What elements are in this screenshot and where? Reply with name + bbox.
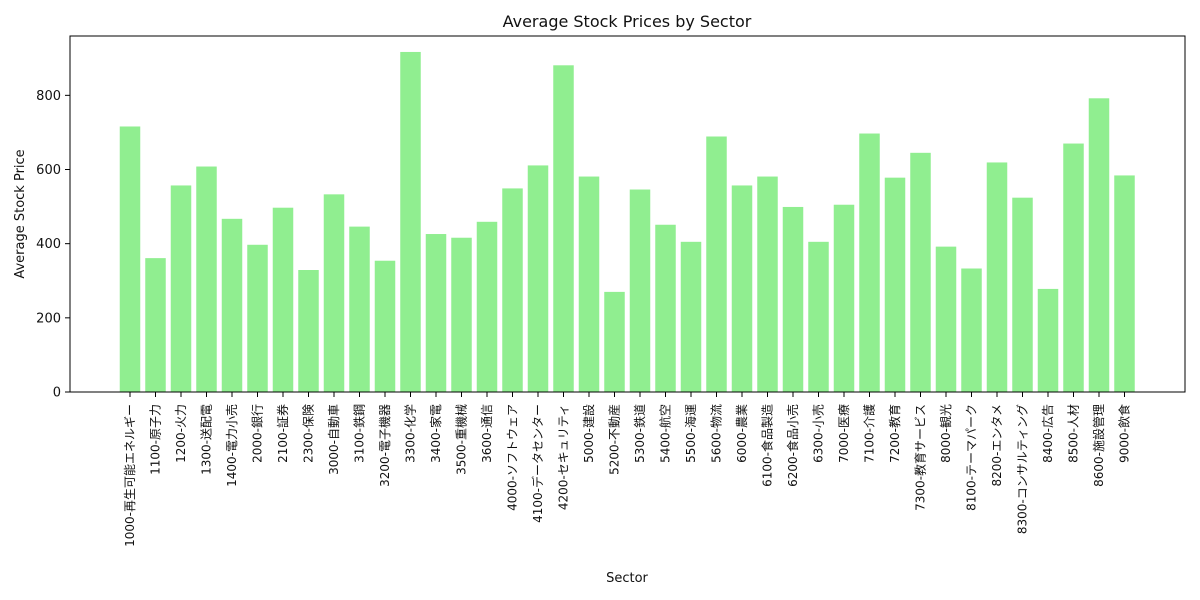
bar (782, 206, 804, 392)
x-tick-label: 4100-データセンター (530, 404, 545, 523)
x-tick-label: 3000-自動車 (327, 404, 341, 475)
bar (1088, 98, 1110, 393)
x-tick-label: 6300-小売 (811, 404, 826, 463)
bar (298, 270, 319, 392)
bar (808, 241, 829, 392)
chart-title: Average Stock Prices by Sector (503, 12, 752, 31)
y-tick-label: 800 (36, 89, 61, 104)
x-tick-label: 1400-電力小売 (224, 404, 239, 487)
x-tick-label: 2300-保険 (302, 404, 316, 463)
bar (604, 291, 625, 393)
x-tick-label: 3300-化学 (403, 404, 418, 463)
bar (884, 177, 906, 392)
bar (221, 218, 243, 392)
x-tick-label: 7100-介護 (862, 404, 877, 463)
x-tick-label: 8200-エンタメ (990, 404, 1004, 487)
bar (349, 226, 370, 392)
y-tick-label: 0 (53, 386, 61, 401)
x-tick-label: 3500-重機械 (454, 404, 469, 475)
y-axis-label: Average Stock Price (13, 149, 28, 278)
plot-frame (69, 35, 1186, 393)
bar (757, 176, 778, 392)
bars-group (119, 51, 1135, 393)
bar (961, 268, 982, 392)
bar (986, 162, 1008, 392)
bar (578, 176, 600, 392)
x-tick-label: 5200-不動産 (607, 404, 622, 475)
bar (1063, 143, 1084, 392)
x-tick-label: 3100-鉄鋼 (352, 404, 367, 463)
bar (1114, 175, 1135, 392)
x-tick-label: 7200-教育 (887, 404, 902, 463)
x-tick-label: 1300-送配電 (199, 404, 214, 475)
y-tick-label: 600 (36, 163, 61, 178)
x-axis-label: Sector (606, 571, 648, 586)
y-tick-label: 400 (36, 237, 61, 252)
x-tick-label: 6000-農業 (735, 404, 749, 463)
x-tick-label: 2000-銀行 (251, 404, 265, 463)
x-tick-label: 5300-鉄道 (632, 404, 647, 463)
bar (323, 194, 345, 392)
bar (859, 133, 880, 392)
bar (247, 244, 268, 392)
bar (502, 188, 523, 392)
x-tick-label: 7000-医療 (837, 404, 851, 463)
bar (680, 241, 702, 392)
x-tick-label: 8400-広告 (1041, 404, 1055, 463)
y-axis: 0 200 400 600 800 (36, 89, 70, 401)
x-tick-label: 1100-原子力 (149, 404, 163, 475)
x-tick-label: 3200-電子機器 (377, 404, 392, 487)
bar (935, 246, 957, 392)
x-tick-label: 8000-観光 (939, 404, 953, 463)
bar (145, 258, 166, 392)
x-tick-label: 8600-施設管理 (1091, 404, 1106, 487)
bar (374, 260, 396, 392)
x-tick-label: 5500-海運 (683, 404, 698, 463)
x-tick-label: 5400-航空 (658, 404, 673, 463)
bar (731, 185, 753, 392)
bar (706, 136, 727, 392)
x-tick-label: 9000-飲食 (1117, 404, 1132, 463)
x-tick-label: 2100-証券 (275, 404, 290, 463)
bar (196, 166, 217, 392)
x-tick-label: 4200-セキュリティ (557, 404, 571, 510)
bar (629, 189, 651, 392)
bar (425, 234, 447, 392)
bar (1037, 288, 1059, 392)
bar (527, 165, 549, 392)
bar (476, 221, 498, 392)
y-tick-label: 200 (36, 311, 61, 326)
x-tick-label: 8300-コンサルティング (1016, 404, 1030, 534)
x-tick-label: 5600-物流 (710, 404, 724, 463)
x-tick-label: 4000-ソフトウェア (506, 404, 520, 511)
bar (272, 207, 294, 392)
bar (553, 65, 574, 393)
x-tick-label: 3600-通信 (480, 404, 494, 463)
bar (833, 204, 855, 392)
x-axis: 1000-再生可能エネルギー 1100-原子力 1200-火力 1300-送配電 140… (123, 392, 1132, 547)
x-tick-label: 7300-教育サービス (913, 404, 928, 511)
x-tick-label: 3400-家電 (428, 404, 443, 463)
bar (655, 224, 676, 392)
x-tick-label: 6100-食品製造 (760, 404, 775, 487)
bar (1012, 197, 1033, 392)
x-tick-label: 8500-人材 (1067, 404, 1081, 463)
x-tick-label: 6200-食品小売 (785, 404, 800, 487)
bar (170, 185, 192, 392)
bar (400, 51, 421, 392)
x-tick-label: 5000-建設 (581, 404, 596, 463)
x-tick-label: 8100-テーマパーク (965, 404, 979, 511)
x-tick-label: 1000-再生可能エネルギー (123, 404, 137, 547)
bar (910, 152, 931, 392)
bar (119, 126, 141, 392)
bar (451, 237, 472, 392)
x-tick-label: 1200-火力 (174, 404, 188, 463)
